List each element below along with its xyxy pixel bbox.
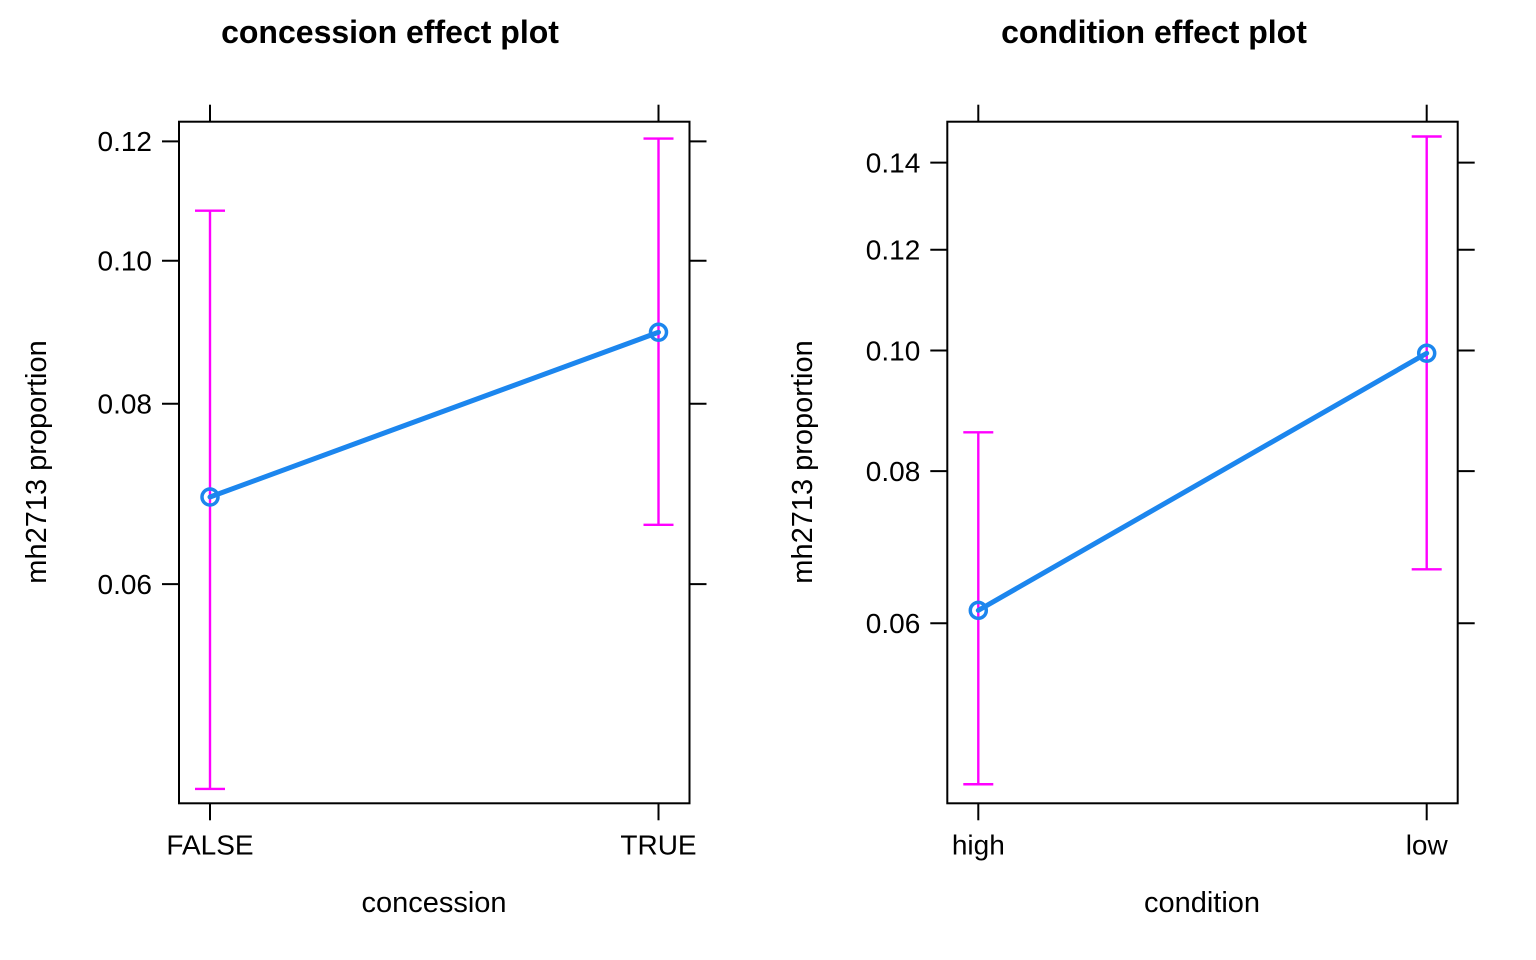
fit-line <box>975 350 1430 613</box>
panel-title: condition effect plot <box>1001 14 1307 50</box>
y-tick-label: 0.10 <box>98 246 153 277</box>
y-tick-label: 0.12 <box>98 126 153 157</box>
data-point-marker <box>200 487 220 507</box>
plot-area: 0.06 0.08 0.10 0.12 0.14 high low <box>866 104 1475 860</box>
y-axis-title: mh2713 proportion <box>21 340 53 583</box>
panel-title: concession effect plot <box>221 14 559 50</box>
y-tick-label: 0.14 <box>866 147 921 178</box>
y-tick-label: 0.08 <box>98 389 153 420</box>
plot-area: 0.06 0.08 0.10 0.12 FALSE TRUE <box>98 104 707 860</box>
x-tick-label: low <box>1406 829 1449 860</box>
plot-box <box>946 120 1459 805</box>
panel-condition: condition effect plot condition mh2713 p… <box>787 14 1475 919</box>
data-point-marker <box>1416 343 1437 364</box>
x-axis-title: condition <box>1144 887 1260 919</box>
y-tick-label: 0.06 <box>866 608 921 639</box>
panel-concession: concession effect plot concession mh2713… <box>21 14 707 919</box>
plot-box <box>178 120 691 805</box>
x-axis-title: concession <box>361 887 506 919</box>
y-axis-title: mh2713 proportion <box>787 340 819 583</box>
data-point-marker <box>968 600 989 621</box>
fit-line <box>207 329 661 500</box>
y-tick-label: 0.12 <box>866 235 921 266</box>
x-tick-label: TRUE <box>620 829 696 860</box>
x-tick-label: FALSE <box>166 829 253 860</box>
x-tick-label: high <box>952 829 1005 860</box>
y-tick-label: 0.10 <box>866 335 921 366</box>
y-tick-label: 0.08 <box>866 456 921 487</box>
y-tick-label: 0.06 <box>98 569 153 600</box>
data-point-marker <box>648 322 669 343</box>
